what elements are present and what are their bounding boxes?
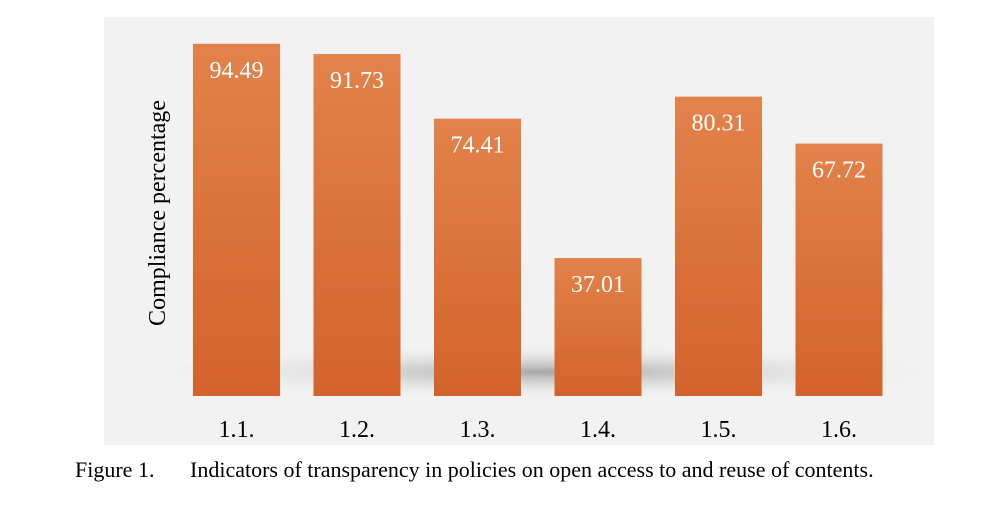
x-tick-label-5: 1.5.: [701, 417, 737, 443]
bar-2: [313, 54, 401, 396]
figure-number: Figure 1.: [75, 457, 155, 482]
bar-4: [554, 258, 642, 396]
x-tick-label-2: 1.2.: [339, 417, 375, 443]
bar-value-label-1: 94.49: [210, 58, 264, 84]
figure-caption-text: Indicators of transparency in policies o…: [190, 457, 874, 482]
x-tick-label-3: 1.3.: [460, 417, 496, 443]
chart: 94.49 91.73 74.41 37.01 80.31 67.72 1.1. 1.2. 1…: [104, 17, 934, 445]
x-tick-label-6: 1.6.: [821, 417, 857, 443]
x-tick-label-4: 1.4.: [580, 417, 616, 443]
bar-6: [795, 143, 883, 396]
y-axis-label: Compliance percentage: [145, 100, 171, 326]
bar-value-label-6: 67.72: [812, 158, 866, 184]
x-tick-label-1: 1.1.: [219, 417, 255, 443]
bar-5: [675, 96, 762, 397]
bar-1: [193, 43, 280, 396]
bar-value-label-2: 91.73: [330, 68, 384, 94]
bar-value-label-5: 80.31: [692, 111, 746, 137]
bar-value-label-4: 37.01: [571, 272, 625, 298]
bar-chart: 94.49 91.73 74.41 37.01 80.31 67.72 1.1. 1.2. 1…: [104, 17, 934, 445]
bar-3: [434, 118, 521, 396]
bar-value-label-3: 74.41: [451, 133, 505, 159]
